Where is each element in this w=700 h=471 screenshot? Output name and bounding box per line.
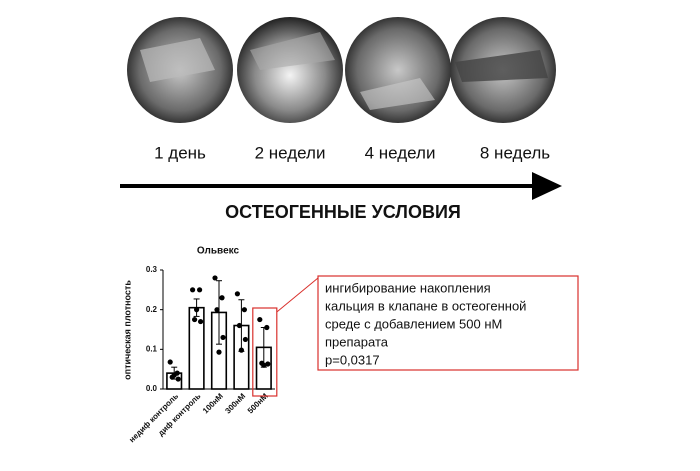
data-point bbox=[242, 336, 248, 343]
x-tick-label: 100нМ bbox=[201, 391, 225, 415]
data-point bbox=[238, 347, 244, 353]
data-point bbox=[212, 275, 218, 281]
data-point bbox=[234, 291, 240, 297]
timeline-label: 4 недели bbox=[365, 143, 436, 162]
photo-detail bbox=[455, 50, 548, 82]
data-point bbox=[216, 349, 222, 355]
chart: Ольвекс оптическая плотность 0.0 0.1 0.2 0.… bbox=[122, 246, 579, 444]
data-point bbox=[219, 295, 225, 301]
photo bbox=[345, 17, 451, 123]
photo-detail bbox=[360, 78, 435, 110]
annotation-text: ингибирование накопления bbox=[325, 280, 491, 295]
data-point bbox=[264, 324, 270, 331]
data-point bbox=[220, 334, 226, 341]
data-point bbox=[167, 359, 173, 365]
photo-detail bbox=[250, 32, 335, 70]
data-point bbox=[214, 307, 220, 313]
data-point bbox=[197, 287, 203, 293]
data-point bbox=[175, 376, 181, 382]
y-tick-label: 0.1 bbox=[146, 344, 158, 353]
timeline-label: 2 недели bbox=[255, 143, 326, 162]
annotation-text: препарата bbox=[325, 334, 389, 349]
x-tick-label: 500нМ bbox=[246, 391, 270, 415]
data-point bbox=[194, 307, 200, 313]
data-point bbox=[241, 307, 247, 313]
photo bbox=[237, 17, 343, 123]
x-tick-label: 300нМ bbox=[223, 391, 247, 415]
y-tick-label: 0.3 bbox=[146, 265, 158, 274]
annotation-text: p=0,0317 bbox=[325, 352, 380, 367]
data-point bbox=[192, 316, 198, 323]
data-point bbox=[236, 322, 242, 329]
annotation-text: среде с добавлением 500 нМ bbox=[325, 316, 502, 331]
callout-line bbox=[276, 277, 319, 313]
annotation-box bbox=[317, 275, 579, 371]
annotation-text: кальция в клапане в остеогенной bbox=[325, 298, 526, 313]
caption: ОСТЕОГЕННЫЕ УСЛОВИЯ bbox=[225, 202, 461, 222]
data-point bbox=[265, 361, 271, 367]
photos bbox=[127, 17, 556, 123]
timeline-label: 1 день bbox=[154, 143, 206, 162]
y-tick-label: 0.2 bbox=[146, 305, 158, 314]
data-point bbox=[190, 287, 196, 293]
error-bar bbox=[216, 280, 222, 345]
data-point bbox=[261, 362, 267, 368]
arrow-head bbox=[532, 172, 562, 200]
data-point bbox=[257, 316, 263, 323]
timeline-label: 8 недель bbox=[480, 143, 550, 162]
data-point bbox=[171, 372, 177, 378]
highlight-box bbox=[252, 307, 278, 397]
y-axis-label: оптическая плотность bbox=[122, 280, 132, 380]
data-point bbox=[198, 318, 204, 325]
y-tick-label: 0.0 bbox=[146, 384, 158, 393]
photo-detail bbox=[140, 38, 215, 82]
chart-title: Ольвекс bbox=[197, 246, 240, 257]
